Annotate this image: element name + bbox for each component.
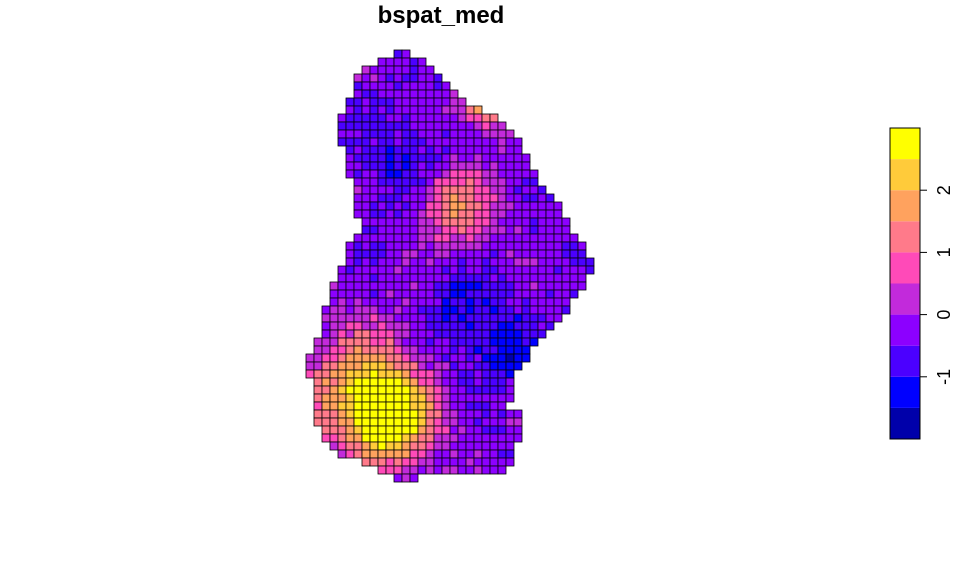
legend-ticks: -1 0 1 2	[920, 185, 954, 385]
raster-cell	[505, 457, 515, 467]
legend-tick-label: 1	[934, 247, 954, 257]
raster-cell	[537, 329, 547, 339]
legend-color-bin	[890, 314, 920, 346]
legend-color-bin	[890, 221, 920, 253]
raster-cell	[561, 305, 571, 315]
raster-cell	[521, 353, 531, 363]
legend-color-bins	[890, 128, 920, 439]
legend-color-bin	[890, 376, 920, 408]
legend-tick-label: 0	[934, 310, 954, 320]
plot-title: bspat_med	[377, 2, 505, 29]
legend-frame	[889, 127, 921, 440]
legend-color-bin	[890, 159, 920, 191]
raster-cell	[545, 321, 555, 331]
legend-tick-label: 2	[934, 185, 954, 195]
legend-color-bin	[890, 252, 920, 284]
legend-tick-label: -1	[934, 369, 954, 385]
raster-cell	[513, 361, 523, 371]
raster-cell	[529, 337, 539, 347]
raster-cells	[305, 49, 595, 483]
raster-cell	[553, 313, 563, 323]
legend-color-bin	[890, 190, 920, 222]
raster-cell	[577, 281, 587, 291]
raster-cell	[409, 473, 419, 483]
raster-cell	[505, 393, 515, 403]
raster-cell	[513, 433, 523, 443]
raster-cell	[497, 465, 507, 475]
raster-cell	[585, 265, 595, 275]
legend-color-bin	[890, 283, 920, 315]
legend-color-bin	[890, 407, 920, 439]
legend-color-bin	[890, 345, 920, 377]
raster-cell	[569, 289, 579, 299]
legend-color-bin	[890, 128, 920, 160]
